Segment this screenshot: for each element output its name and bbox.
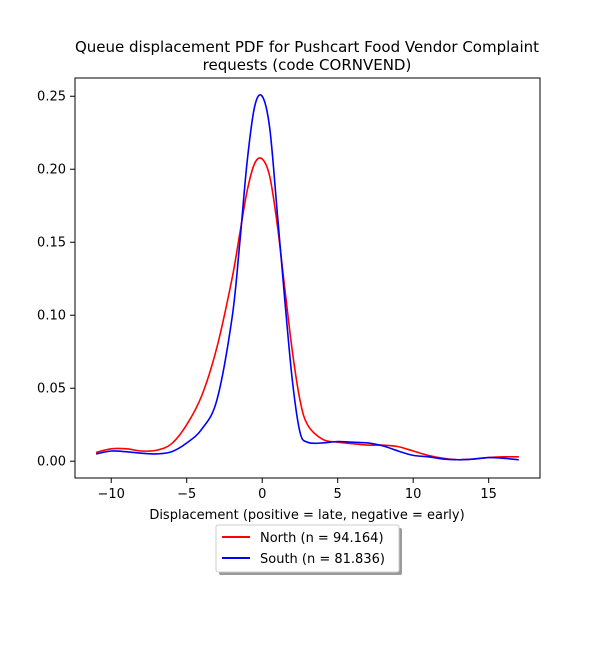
x-axis-label: Displacement (positive = late, negative … <box>149 508 464 523</box>
legend-label-north: North (n = 94.164) <box>260 531 384 546</box>
x-axis: −10 −5 0 5 10 15 <box>98 478 497 502</box>
chart-title-line-1: Queue displacement PDF for Pushcart Food… <box>75 38 539 56</box>
x-tick-label: 0 <box>258 487 266 502</box>
plot-area <box>95 93 519 461</box>
y-tick-label: 0.05 <box>37 382 66 397</box>
x-tick-label: 5 <box>334 487 342 502</box>
x-tick-label: 15 <box>480 487 497 502</box>
y-tick-label: 0.10 <box>37 309 66 324</box>
legend: North (n = 94.164) South (n = 81.836) <box>215 524 402 575</box>
y-tick-label: 0.00 <box>37 455 66 470</box>
legend-box <box>215 524 400 573</box>
chart-title-line-2: requests (code CORNVEND) <box>203 56 412 74</box>
y-tick-label: 0.15 <box>37 236 66 251</box>
series-line-south <box>95 93 519 461</box>
y-tick-label: 0.20 <box>37 163 66 178</box>
y-axis: 0.00 0.05 0.10 0.15 0.20 0.25 <box>37 90 75 470</box>
x-tick-label: 10 <box>405 487 422 502</box>
series-line-north <box>95 157 519 461</box>
x-tick-label: −5 <box>177 487 196 502</box>
y-tick-label: 0.25 <box>37 90 66 105</box>
axes-frame <box>74 77 541 479</box>
legend-label-south: South (n = 81.836) <box>260 552 385 567</box>
x-tick-label: −10 <box>98 487 125 502</box>
